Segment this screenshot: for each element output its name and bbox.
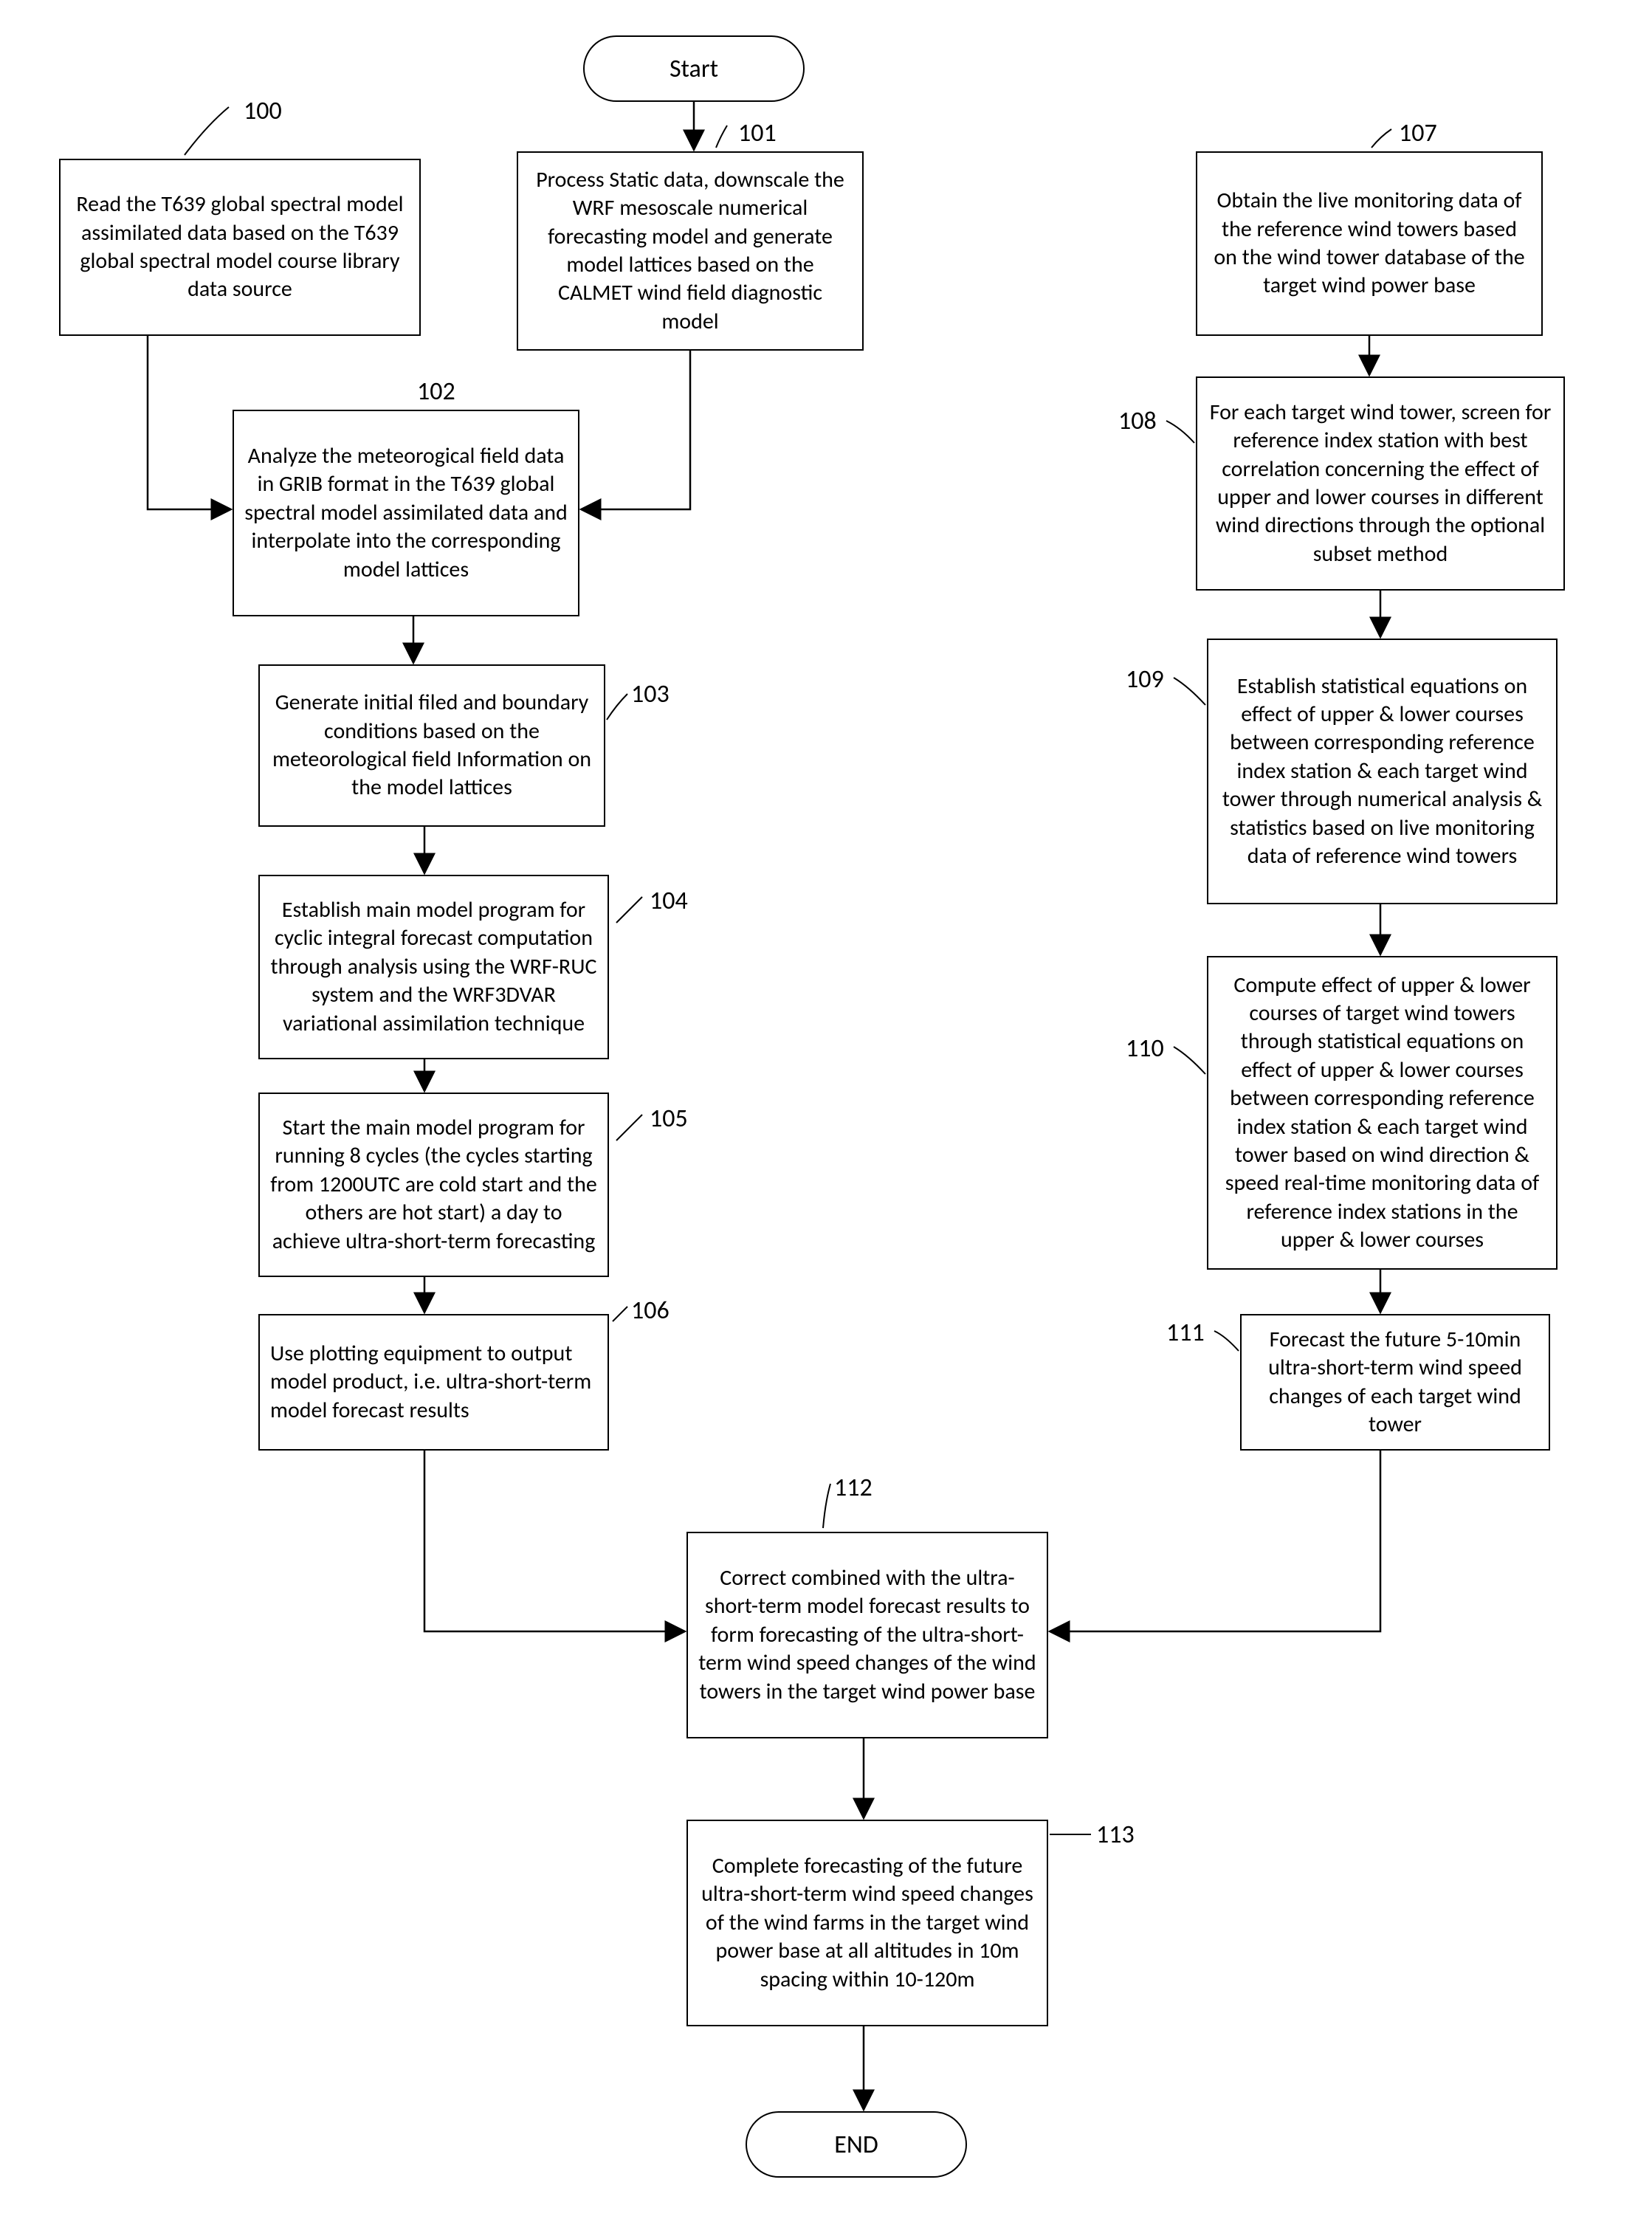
node-108-text: For each target wind tower, screen for r… xyxy=(1208,399,1553,568)
terminal-end-label: END xyxy=(834,2130,878,2160)
label-100: 100 xyxy=(244,96,282,126)
label-104: 104 xyxy=(650,886,688,916)
node-112-text: Correct combined with the ultra-short-te… xyxy=(698,1564,1036,1706)
node-106: Use plotting equipment to output model p… xyxy=(258,1314,609,1451)
label-112: 112 xyxy=(834,1473,873,1503)
label-109: 109 xyxy=(1126,664,1164,695)
node-105: Start the main model program for running… xyxy=(258,1093,609,1277)
label-103: 103 xyxy=(631,679,670,709)
node-105-text: Start the main model program for running… xyxy=(270,1114,597,1256)
node-109: Establish statistical equations on effec… xyxy=(1207,639,1558,904)
node-112: Correct combined with the ultra-short-te… xyxy=(686,1532,1048,1738)
node-100: Read the T639 global spectral model assi… xyxy=(59,159,421,336)
label-111: 111 xyxy=(1166,1318,1205,1348)
node-106-text: Use plotting equipment to output model p… xyxy=(270,1340,597,1425)
label-106: 106 xyxy=(631,1296,670,1326)
node-113-text: Complete forecasting of the future ultra… xyxy=(698,1852,1036,1994)
node-107: Obtain the live monitoring data of the r… xyxy=(1196,151,1543,336)
label-102: 102 xyxy=(417,376,455,407)
label-113: 113 xyxy=(1096,1820,1135,1850)
label-101: 101 xyxy=(738,118,777,148)
node-111: Forecast the future 5-10min ultra-short-… xyxy=(1240,1314,1550,1451)
node-102-text: Analyze the meteorogical field data in G… xyxy=(244,442,568,584)
node-101-text: Process Static data, downscale the WRF m… xyxy=(529,166,852,336)
terminal-end: END xyxy=(746,2111,967,2178)
node-113: Complete forecasting of the future ultra… xyxy=(686,1820,1048,2026)
node-104-text: Establish main model program for cyclic … xyxy=(270,896,597,1038)
terminal-start: Start xyxy=(583,35,805,102)
label-107: 107 xyxy=(1399,118,1437,148)
label-105: 105 xyxy=(650,1104,688,1134)
terminal-start-label: Start xyxy=(670,54,718,84)
node-100-text: Read the T639 global spectral model assi… xyxy=(71,190,409,304)
node-110: Compute effect of upper & lower courses … xyxy=(1207,956,1558,1270)
node-102: Analyze the meteorogical field data in G… xyxy=(233,410,579,616)
label-110: 110 xyxy=(1126,1033,1164,1064)
node-103: Generate initial filed and boundary cond… xyxy=(258,664,605,827)
label-108: 108 xyxy=(1118,406,1157,436)
node-111-text: Forecast the future 5-10min ultra-short-… xyxy=(1252,1326,1538,1439)
node-104: Establish main model program for cyclic … xyxy=(258,875,609,1059)
node-107-text: Obtain the live monitoring data of the r… xyxy=(1208,187,1531,300)
node-101: Process Static data, downscale the WRF m… xyxy=(517,151,864,351)
node-103-text: Generate initial filed and boundary cond… xyxy=(270,689,593,802)
node-109-text: Establish statistical equations on effec… xyxy=(1219,672,1546,871)
node-108: For each target wind tower, screen for r… xyxy=(1196,376,1565,591)
node-110-text: Compute effect of upper & lower courses … xyxy=(1219,971,1546,1255)
